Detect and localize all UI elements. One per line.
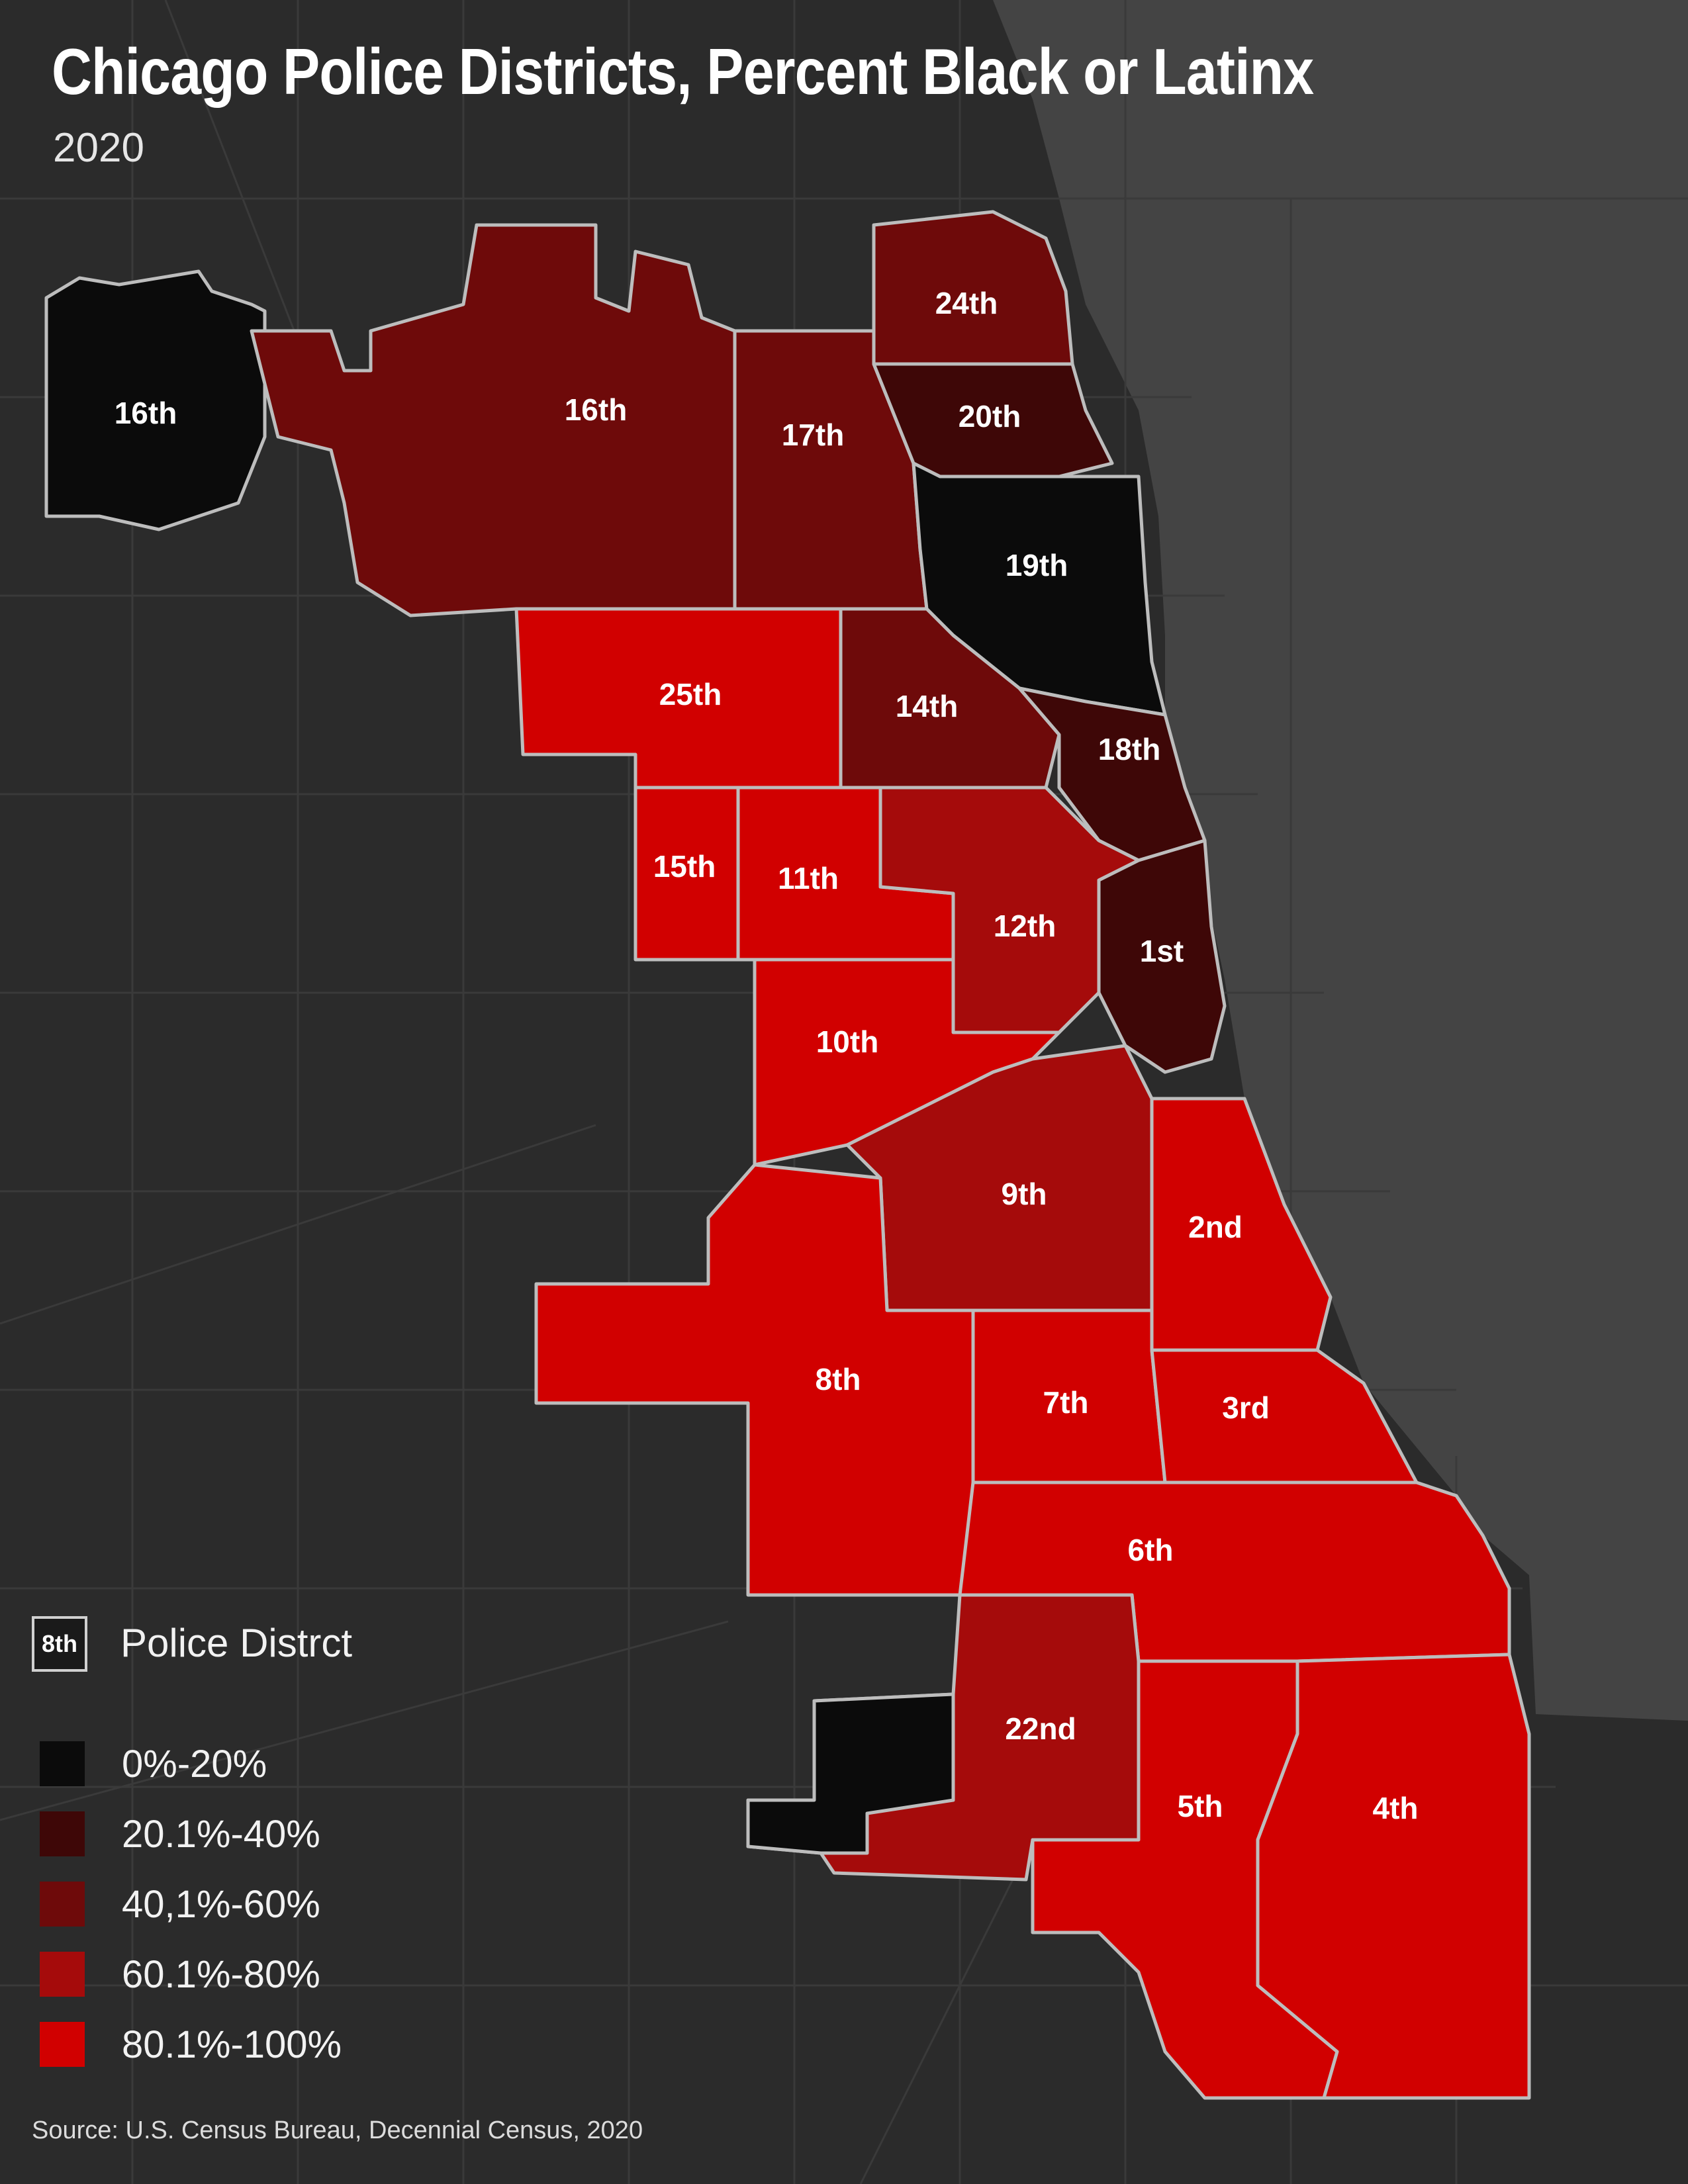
district-label: 25th	[659, 677, 722, 711]
district-label: 19th	[1006, 548, 1068, 582]
district-shape-1st	[1097, 839, 1227, 1074]
district-label: 9th	[1002, 1177, 1047, 1211]
legend-swatch	[40, 1952, 85, 1997]
district-label: 17th	[782, 418, 845, 452]
district-label: 10th	[816, 1024, 879, 1059]
district-polygons	[44, 210, 1531, 2100]
lake-michigan	[993, 0, 1688, 1721]
legend-label: 80.1%-100%	[122, 2023, 342, 2066]
legend-item: 40,1%-60%	[40, 1869, 342, 1939]
district-label: 14th	[896, 689, 959, 723]
district-label: 2nd	[1188, 1210, 1243, 1244]
legend-label: 0%-20%	[122, 1742, 267, 1786]
district-shape-8th	[534, 1163, 975, 1597]
district-labels: 16th 16th 17th 24th 20th 19th 25th 14th …	[115, 286, 1419, 1825]
district-label: 15th	[653, 849, 716, 884]
district-label: 5th	[1178, 1789, 1223, 1823]
legend-label: 60.1%-80%	[122, 1952, 320, 1996]
district-label: 20th	[959, 399, 1021, 433]
legend-swatch	[40, 1882, 85, 1927]
district-label: 11th	[778, 861, 839, 895]
legend-item: 80.1%-100%	[40, 2009, 342, 2079]
source-note: Source: U.S. Census Bureau, Decennial Ce…	[32, 2116, 643, 2144]
district-label: 8th	[816, 1362, 861, 1396]
district-label: 16th	[565, 392, 628, 427]
legend-swatch	[40, 2022, 85, 2067]
district-label: 12th	[994, 909, 1056, 943]
legend-item: 0%-20%	[40, 1729, 342, 1799]
legend-item: 60.1%-80%	[40, 1939, 342, 2009]
district-label: 16th	[115, 396, 177, 430]
legend-label: 20.1%-40%	[122, 1812, 320, 1856]
district-label: 1st	[1140, 934, 1184, 968]
legend-label: 40,1%-60%	[122, 1882, 320, 1926]
legend-swatch	[40, 1741, 85, 1786]
district-label: 24th	[935, 286, 998, 320]
district-label: 18th	[1098, 732, 1161, 766]
district-label: 6th	[1128, 1533, 1174, 1567]
legend: 0%-20% 20.1%-40% 40,1%-60% 60.1%-80% 80.…	[40, 1729, 342, 2079]
district-shape-4th	[1256, 1653, 1531, 2100]
district-key-box: 8th	[32, 1616, 87, 1672]
district-label: 4th	[1373, 1791, 1419, 1825]
district-label: 7th	[1043, 1385, 1089, 1420]
map-title: Chicago Police Districts, Percent Black …	[52, 35, 1314, 108]
legend-item: 20.1%-40%	[40, 1799, 342, 1869]
district-label: 3rd	[1222, 1390, 1270, 1425]
legend-swatch	[40, 1811, 85, 1856]
district-shape-16th-nw	[250, 223, 737, 617]
district-shape-22nd-black	[746, 1692, 955, 1855]
map-subtitle: 2020	[53, 125, 144, 171]
district-key-text: Police Distrct	[120, 1621, 353, 1665]
district-shape-3rd	[1150, 1348, 1419, 1484]
district-label: 22nd	[1005, 1711, 1076, 1746]
